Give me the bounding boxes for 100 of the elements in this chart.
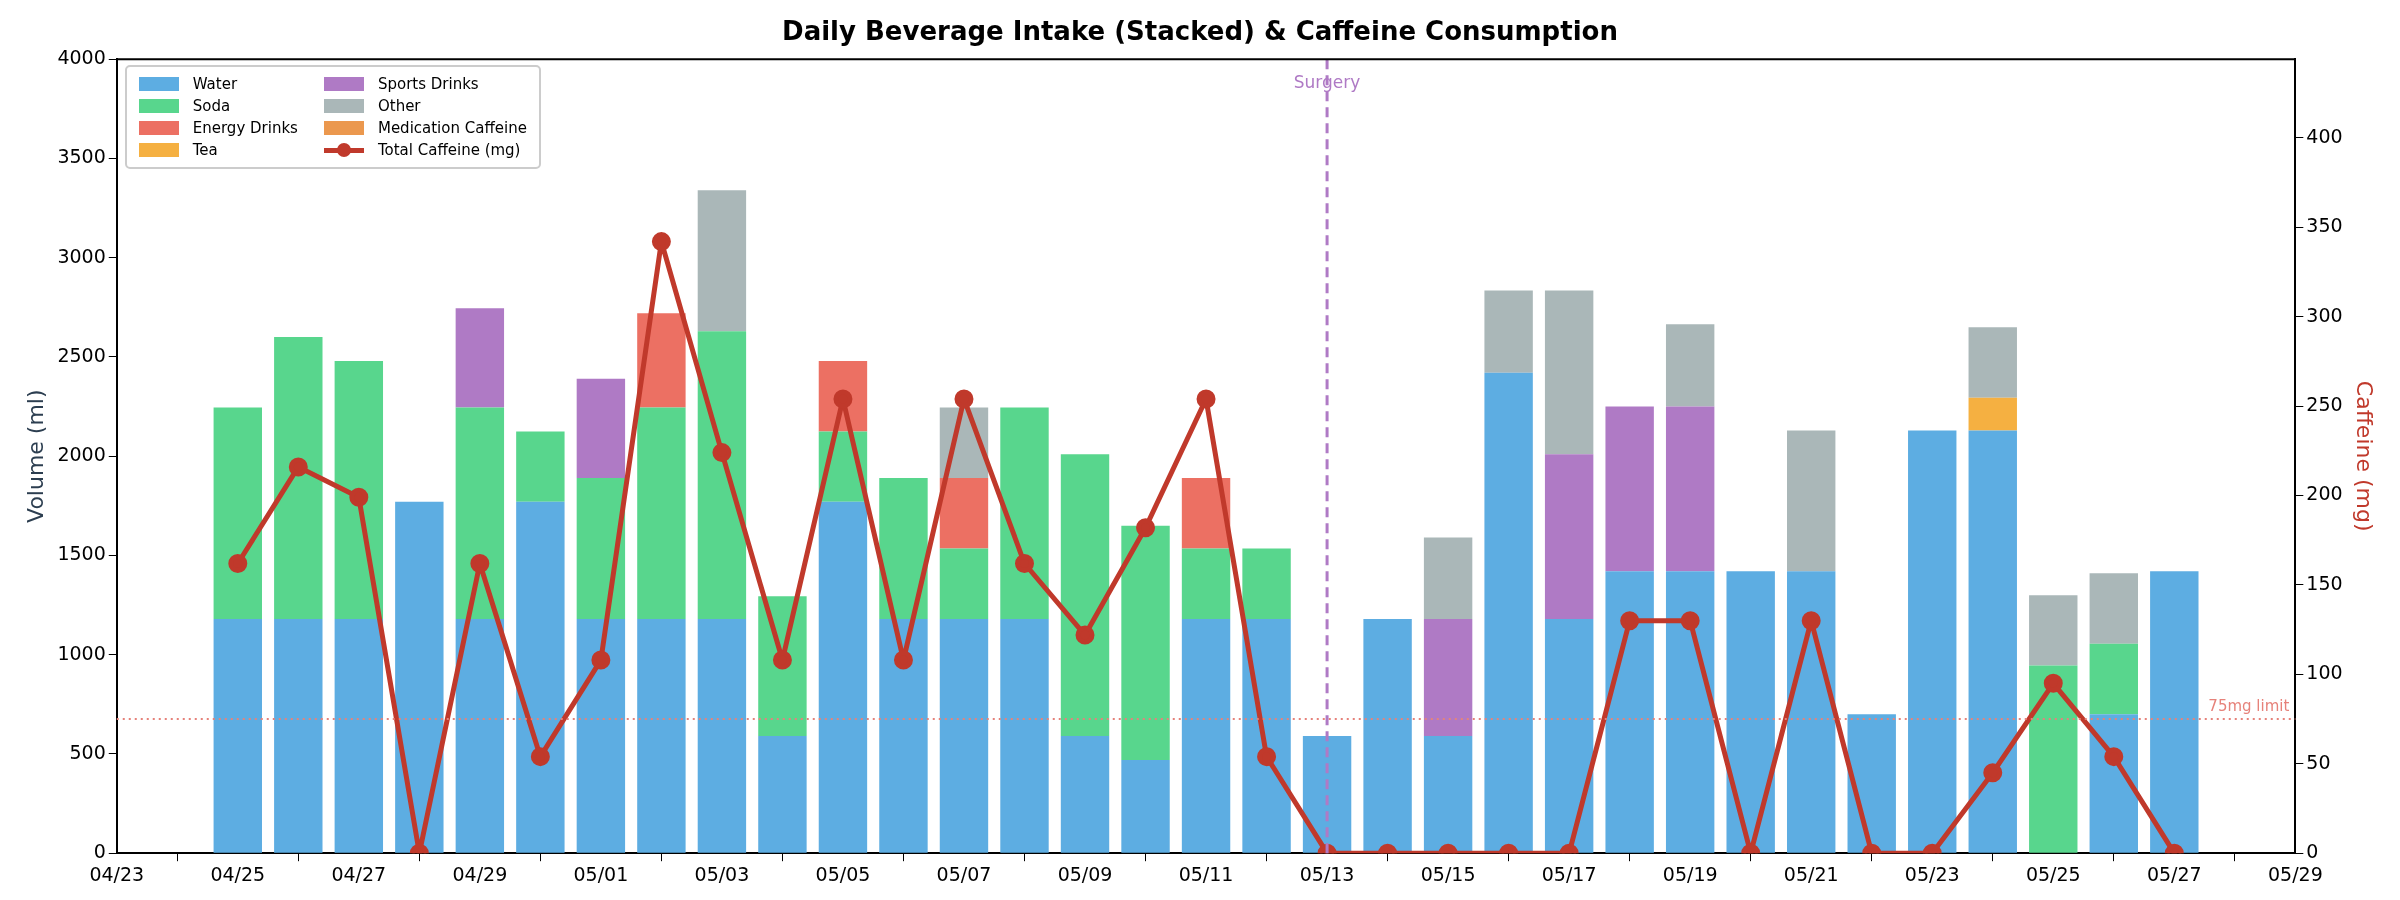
- bar: [1544, 618, 1594, 853]
- bar: [1060, 736, 1110, 853]
- bar: [1544, 454, 1594, 619]
- bar: [516, 431, 565, 502]
- bar: [697, 331, 747, 619]
- bar: [1242, 548, 1291, 619]
- x-tick-label: 05/23: [1904, 862, 1960, 885]
- bar: [1968, 397, 2017, 431]
- x-tick-label: 05/15: [1420, 862, 1476, 885]
- y2-tick-label: 250: [2306, 393, 2343, 416]
- bar: [334, 618, 384, 853]
- x-tick-label: 05/25: [2025, 862, 2081, 885]
- ref-line-label: 75mg limit: [2208, 697, 2290, 716]
- bar: [758, 736, 807, 853]
- bar: [1423, 618, 1473, 737]
- bar: [1484, 290, 1533, 373]
- y-tick-label: 2000: [57, 443, 106, 466]
- bar: [1363, 618, 1412, 853]
- x-tick-label: 04/27: [331, 862, 387, 885]
- bar: [1847, 714, 1896, 853]
- y-tick-label: 1000: [57, 641, 106, 664]
- y2-tick-label: 0: [2306, 840, 2319, 863]
- bar: [818, 501, 868, 853]
- bar: [1000, 618, 1049, 853]
- legend-label: Sports Drinks: [377, 75, 479, 94]
- x-tick-label: 04/23: [89, 862, 145, 885]
- x-tick-label: 05/11: [1178, 862, 1234, 885]
- x-tick-label: 04/25: [210, 862, 266, 885]
- bar: [274, 618, 323, 853]
- bar: [455, 618, 505, 853]
- x-tick-label: 05/07: [936, 862, 992, 885]
- y-tick-label: 0: [93, 840, 106, 863]
- ref-line-label: Surgery: [1293, 72, 1361, 93]
- bar: [1665, 324, 1715, 407]
- legend-label: Water: [192, 75, 238, 94]
- bar: [637, 407, 686, 619]
- y-tick-label: 2500: [57, 343, 106, 366]
- bar: [274, 337, 323, 619]
- bar: [939, 618, 989, 853]
- y-tick-label: 4000: [57, 46, 106, 69]
- bar: [1787, 571, 1836, 853]
- x-tick-label: 05/05: [815, 862, 871, 885]
- bar: [2029, 665, 2078, 853]
- bar: [939, 548, 989, 619]
- bar: [2089, 573, 2138, 644]
- y2-tick-label: 50: [2306, 750, 2331, 773]
- bar: [213, 407, 262, 619]
- bar: [1726, 571, 1775, 853]
- bar: [939, 478, 989, 549]
- bar: [1000, 407, 1049, 619]
- bar: [1968, 430, 2017, 853]
- bar: [1544, 290, 1594, 455]
- x-tick-label: 05/09: [1057, 862, 1113, 885]
- x-tick-label: 05/27: [2146, 862, 2202, 885]
- x-tick-label: 05/03: [694, 862, 750, 885]
- legend-label: Energy Drinks: [192, 119, 298, 138]
- bar: [1665, 571, 1715, 853]
- x-tick-label: 04/29: [452, 862, 508, 885]
- bar: [1423, 736, 1473, 853]
- y-tick-label: 3500: [57, 145, 106, 168]
- y-tick-label: 1500: [57, 542, 106, 565]
- legend-label: Total Caffeine (mg): [377, 141, 521, 160]
- y-tick-label: 3000: [57, 244, 106, 267]
- bar: [1423, 537, 1473, 619]
- x-tick-label: 05/01: [573, 862, 629, 885]
- x-tick-label: 05/19: [1662, 862, 1718, 885]
- bar: [1908, 430, 1957, 853]
- bar: [1121, 759, 1170, 853]
- y2-tick-label: 150: [2306, 571, 2343, 594]
- bar: [1787, 430, 1836, 572]
- bar: [1605, 406, 1654, 572]
- bar: [1484, 372, 1533, 853]
- legend-label: Other: [377, 97, 421, 116]
- bar: [697, 190, 747, 332]
- chart-title: Daily Beverage Intake (Stacked) & Caffeine Consumption: [782, 16, 1618, 47]
- bar: [1181, 618, 1231, 853]
- bar: [1181, 548, 1231, 619]
- bar: [879, 478, 928, 619]
- bar: [2029, 595, 2078, 666]
- bar: [1060, 454, 1110, 737]
- y2-axis-title: Caffeine (mg): [2352, 380, 2378, 532]
- bar: [576, 478, 626, 619]
- bar: [395, 501, 444, 853]
- bar: [2089, 643, 2138, 715]
- bar: [1665, 406, 1715, 572]
- bar: [1605, 571, 1654, 853]
- y-axis-title: Volume (ml): [22, 389, 48, 523]
- y2-tick-label: 300: [2306, 303, 2343, 326]
- bar: [334, 360, 384, 619]
- bar: [455, 308, 505, 408]
- bar: [1181, 478, 1231, 549]
- y2-tick-label: 200: [2306, 482, 2343, 505]
- legend-label: Soda: [192, 97, 231, 116]
- y-tick-label: 500: [69, 740, 106, 763]
- bar: [637, 618, 686, 853]
- bar: [455, 407, 505, 619]
- bar: [213, 618, 262, 853]
- x-tick-label: 05/17: [1541, 862, 1597, 885]
- bar: [576, 618, 626, 853]
- bar: [1121, 525, 1170, 760]
